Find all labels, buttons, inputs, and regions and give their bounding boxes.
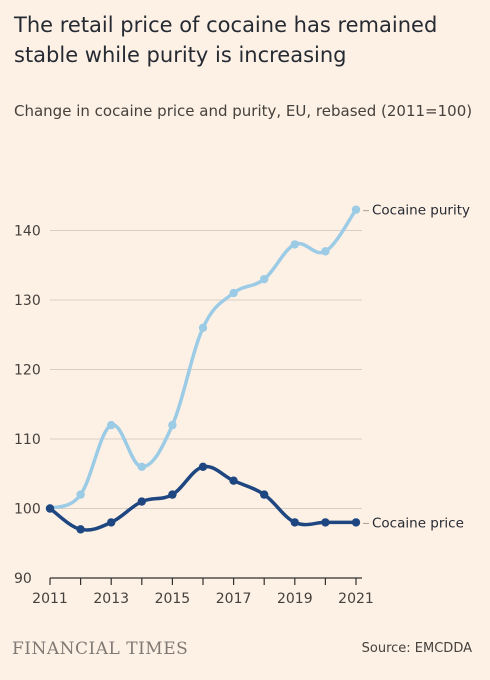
x-tick-label-2019: 2019 bbox=[277, 591, 313, 607]
brand-logo-text: FINANCIAL TIMES bbox=[12, 639, 189, 659]
cocaine-purity-point-2014 bbox=[137, 462, 146, 471]
cocaine-purity-point-2012 bbox=[76, 490, 85, 499]
cocaine-price-point-2016 bbox=[198, 462, 208, 471]
cocaine-purity-point-2015 bbox=[168, 420, 177, 430]
cocaine-price-point-2012 bbox=[76, 525, 85, 534]
y-tick-label-130: 130 bbox=[14, 293, 41, 309]
cocaine-price-point-2021 bbox=[351, 518, 361, 527]
y-tick-label-120: 120 bbox=[14, 363, 41, 379]
cocaine-price-point-2020 bbox=[321, 518, 330, 527]
x-tick-label-2017: 2017 bbox=[216, 591, 252, 607]
cocaine-price-point-2017 bbox=[229, 476, 238, 485]
x-tick-label-2011: 2011 bbox=[32, 591, 68, 607]
chart-title: The retail price of cocaine has remained… bbox=[14, 13, 438, 67]
cocaine-purity-point-2016 bbox=[198, 323, 208, 332]
y-tick-label-90: 90 bbox=[14, 571, 32, 587]
x-tick-label-2015: 2015 bbox=[155, 591, 191, 607]
cocaine-purity-point-2017 bbox=[229, 288, 238, 298]
cocaine-price-line bbox=[48, 464, 358, 532]
cocaine-purity-point-2019 bbox=[290, 240, 299, 249]
cocaine-price-point-2014 bbox=[137, 497, 146, 506]
cocaine-purity-point-2021 bbox=[351, 205, 361, 214]
y-tick-label-110: 110 bbox=[14, 432, 41, 448]
y-tick-label-140: 140 bbox=[14, 224, 41, 240]
x-tick-label-2013: 2013 bbox=[93, 591, 129, 607]
cocaine-purity-point-2020 bbox=[321, 247, 330, 256]
cocaine-price-point-2011 bbox=[45, 504, 55, 513]
cocaine-purity-point-2013 bbox=[107, 420, 116, 430]
cocaine-purity-line bbox=[48, 207, 358, 511]
cocaine-purity-label: Cocaine purity bbox=[372, 203, 470, 219]
chart-subtitle: Change in cocaine price and purity, EU, … bbox=[14, 102, 473, 120]
source-note: Source: EMCDDA bbox=[361, 641, 472, 656]
cocaine-price-point-2013 bbox=[107, 518, 116, 527]
cocaine-purity-point-2018 bbox=[260, 274, 269, 284]
cocaine-price-point-2018 bbox=[260, 490, 269, 499]
y-tick-label-100: 100 bbox=[14, 502, 41, 518]
x-tick-label-2021: 2021 bbox=[338, 591, 374, 607]
cocaine-price-label: Cocaine price bbox=[372, 515, 464, 531]
cocaine-price-point-2019 bbox=[290, 518, 299, 527]
cocaine-price-point-2015 bbox=[168, 490, 177, 499]
